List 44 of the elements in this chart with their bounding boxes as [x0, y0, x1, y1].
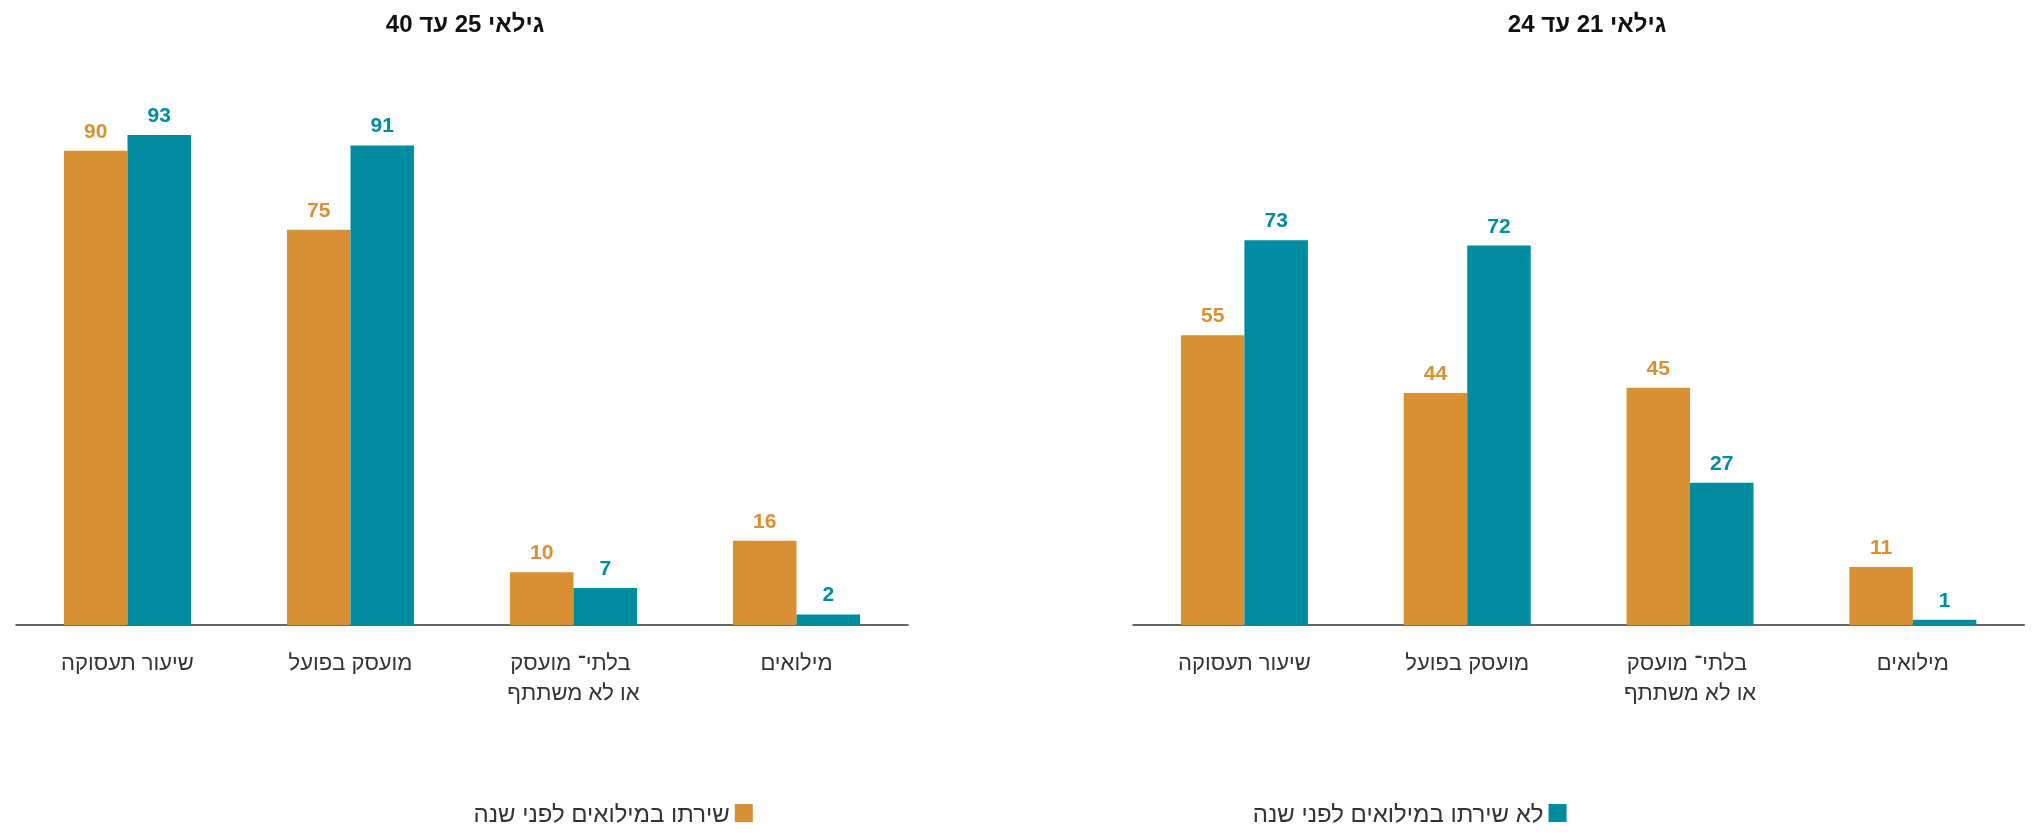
data-label: 73: [1264, 208, 1288, 232]
bar: [1690, 482, 1754, 625]
bar: [63, 150, 128, 625]
data-label: 11: [1869, 535, 1893, 559]
legend-label: שירתו במילואים לפני שנה: [473, 799, 730, 827]
x-tick-label: מילואים: [1876, 649, 1949, 675]
bar: [796, 614, 861, 625]
data-label: 55: [1200, 303, 1225, 327]
x-tick-label: מילואים: [760, 649, 833, 675]
data-label: 16: [753, 508, 777, 532]
data-label: 90: [84, 118, 108, 142]
data-label: 93: [147, 102, 171, 126]
legend-label: לא שירתו במילואים לפני שנה: [1252, 799, 1544, 827]
bar: [1912, 619, 1977, 625]
bar: [1467, 245, 1531, 625]
data-label: 44: [1423, 361, 1448, 385]
bar: [1849, 567, 1913, 625]
x-tick-label: בלתי־ מועסק או לא משתתף: [1623, 649, 1757, 705]
bar: [573, 588, 638, 625]
x-tick-label: מועסק בפועל: [288, 649, 413, 675]
chart-title: גילאי 25 עד 40: [385, 9, 545, 37]
data-label: 45: [1646, 355, 1671, 379]
x-tick-label: שיעור תעסוקה: [61, 649, 194, 675]
bar: [732, 540, 797, 625]
bar: [1403, 393, 1468, 625]
x-tick-label: בלתי־ מועסק או לא משתתף: [507, 649, 640, 705]
data-label: 27: [1710, 450, 1734, 474]
bar: [286, 229, 351, 625]
data-label: 72: [1487, 213, 1511, 237]
data-label: 1: [1938, 587, 1951, 611]
bar: [1244, 240, 1308, 625]
x-tick-label: מועסק בפועל: [1405, 649, 1530, 675]
x-tick-label: שיעור תעסוקה: [1178, 649, 1311, 675]
data-label: 10: [530, 540, 554, 564]
data-label: 75: [307, 197, 331, 221]
bar: [509, 572, 574, 625]
data-label: 7: [599, 556, 612, 580]
data-label: 2: [822, 582, 835, 606]
bar: [350, 145, 415, 625]
chart-title: גילאי 21 עד 24: [1507, 9, 1667, 37]
bar: [1626, 387, 1691, 625]
data-label: 91: [370, 113, 395, 137]
bar: [127, 134, 192, 625]
bar: [1180, 335, 1245, 625]
